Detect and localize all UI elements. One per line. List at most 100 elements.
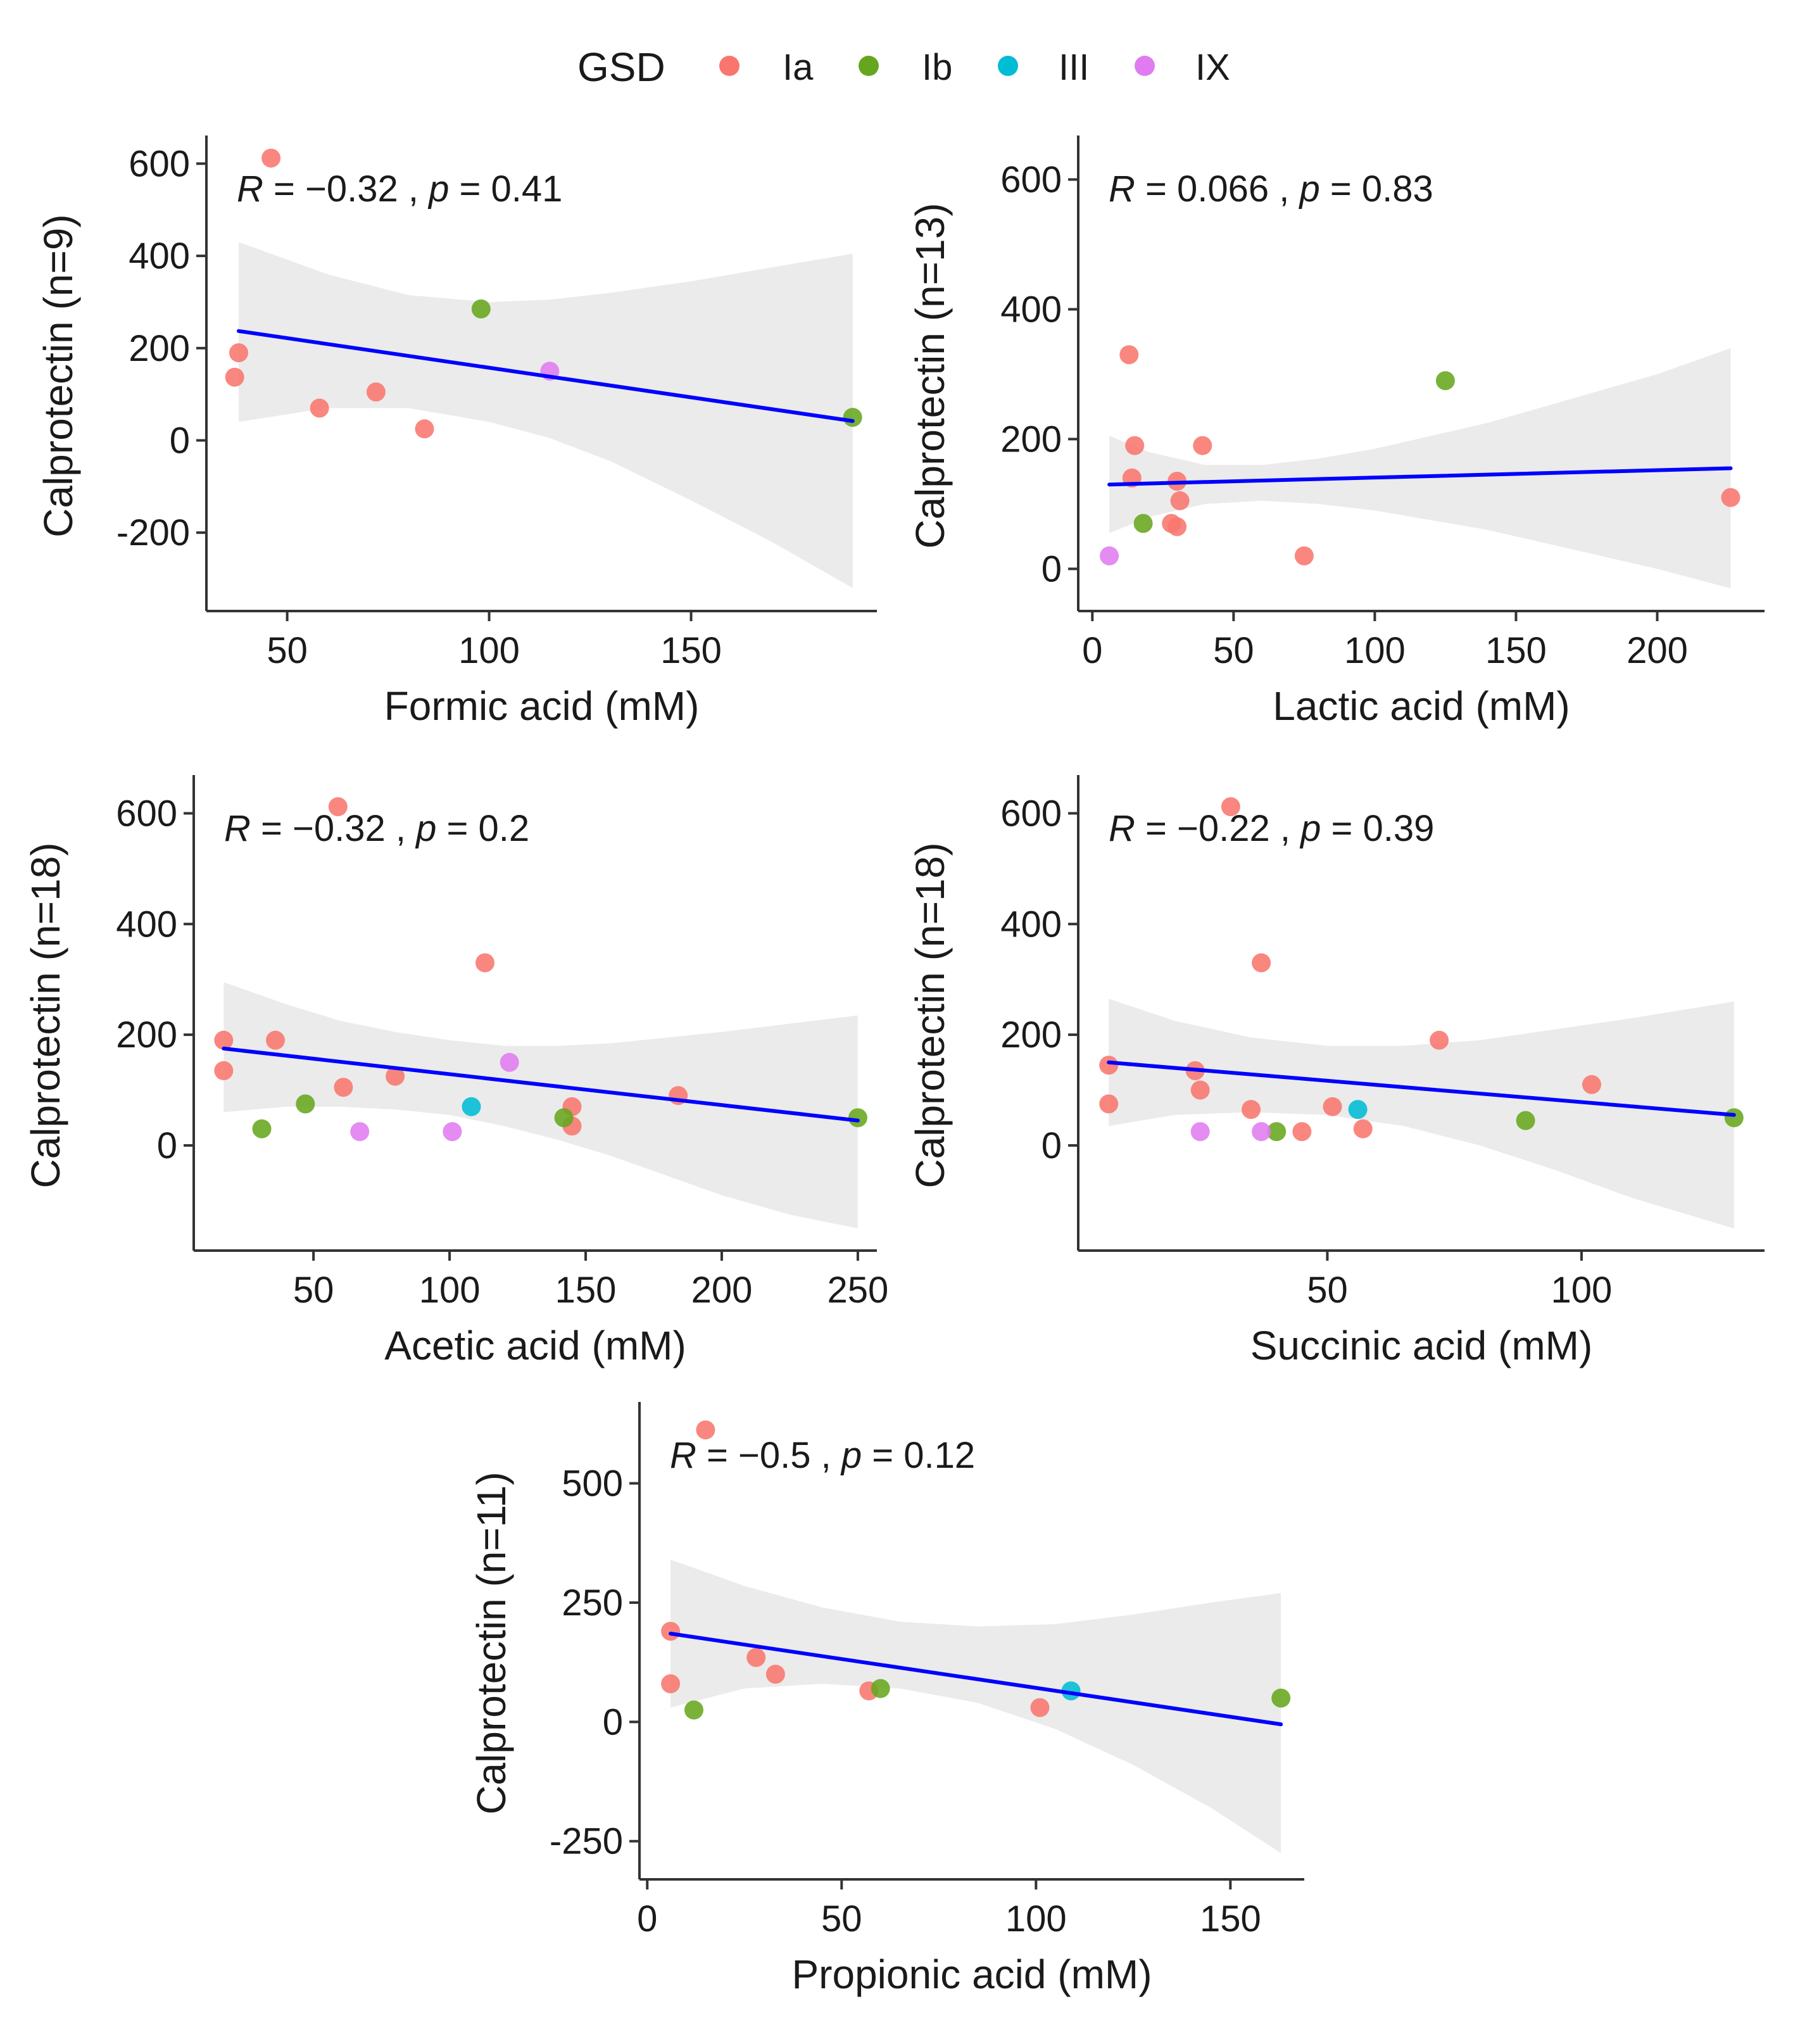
propionic-y-tick-label: 0 xyxy=(603,1701,623,1743)
succinic-x-tick-label: 100 xyxy=(1551,1270,1613,1311)
lactic-y-tick-label: 600 xyxy=(1000,159,1062,200)
succinic-fit-line xyxy=(1107,1060,1736,1117)
lactic-x-tick-label: 0 xyxy=(1082,630,1102,671)
formic-point-ia xyxy=(261,148,281,168)
lactic-point-ia xyxy=(1167,517,1187,536)
propionic-point-ia xyxy=(1030,1698,1050,1717)
succinic-point-ia xyxy=(1582,1075,1601,1094)
legend-title: GSD xyxy=(577,44,665,90)
panel-acetic: 50 100 150 200 250 600 400 200 0 Acetic acid (mM)… xyxy=(23,775,888,1368)
lactic-point-ia xyxy=(1193,436,1212,455)
acetic-stat-R: R xyxy=(224,808,251,849)
acetic-point-iii xyxy=(462,1097,481,1116)
succinic-point-ia xyxy=(1430,1030,1449,1050)
formic-stat-P: p xyxy=(427,168,449,210)
propionic-stat-R: R xyxy=(670,1435,696,1476)
lactic-point-ix xyxy=(1100,546,1119,565)
acetic-fit-line xyxy=(222,1046,860,1123)
acetic-stat-annotation: R = −0.32 , p = 0.2 xyxy=(224,808,529,849)
acetic-point-ia xyxy=(386,1066,405,1086)
formic-point-ib xyxy=(471,299,491,319)
propionic-x-axis-title: Propionic acid (mM) xyxy=(791,1952,1152,1997)
legend-label-ia: Ia xyxy=(783,47,814,88)
formic-y-tick-label: 600 xyxy=(129,143,190,184)
succinic-y-tick-label: 400 xyxy=(1000,904,1062,945)
formic-y-axis-title: Calprotectin (n=9) xyxy=(35,214,81,537)
acetic-y-tick-label: 600 xyxy=(116,793,177,834)
acetic-y-tick-label: 400 xyxy=(116,904,177,945)
propionic-x-tick-label: 100 xyxy=(1005,1898,1067,1940)
propionic-fit-line xyxy=(669,1631,1283,1727)
formic-stat-p-text: = 0.41 xyxy=(449,168,562,210)
lactic-point-ia xyxy=(1119,345,1139,365)
succinic-point-iii xyxy=(1348,1100,1368,1120)
acetic-x-axis-title: Acetic acid (mM) xyxy=(384,1323,686,1368)
lactic-point-ia xyxy=(1170,491,1190,510)
succinic-stat-p-text: = 0.39 xyxy=(1321,808,1434,849)
propionic-x-tick-label: 0 xyxy=(637,1898,657,1940)
acetic-y-tick-label: 0 xyxy=(157,1125,177,1166)
lactic-point-ia xyxy=(1721,488,1740,507)
acetic-point-ia xyxy=(328,797,348,816)
formic-point-ia xyxy=(415,419,434,439)
succinic-point-ib xyxy=(1267,1122,1287,1142)
acetic-point-ia xyxy=(475,953,494,973)
formic-y-tick-label: 200 xyxy=(129,328,190,369)
lactic-point-ib xyxy=(1133,514,1153,533)
succinic-stat-P: p xyxy=(1299,808,1321,849)
succinic-y-tick-label: 0 xyxy=(1042,1125,1062,1166)
acetic-point-ia xyxy=(334,1078,353,1097)
acetic-point-ib xyxy=(296,1094,315,1114)
legend-marker-ia xyxy=(719,56,740,76)
succinic-point-ib xyxy=(1516,1111,1535,1130)
lactic-confidence-band xyxy=(1109,348,1731,589)
lactic-stat-p-text: = 0.83 xyxy=(1320,168,1433,210)
formic-point-ia xyxy=(229,343,248,363)
legend-marker-ix xyxy=(1135,56,1155,76)
propionic-stat-r-text: = −0.5 , xyxy=(696,1435,841,1476)
acetic-point-ia xyxy=(214,1030,234,1050)
lactic-stat-r-text: = 0.066 , xyxy=(1135,168,1300,210)
legend-marker-ib xyxy=(859,56,879,76)
propionic-confidence-band xyxy=(670,1560,1281,1853)
acetic-x-tick-label: 100 xyxy=(419,1270,481,1311)
succinic-point-ia xyxy=(1099,1094,1119,1114)
propionic-point-ia xyxy=(746,1648,766,1667)
lactic-y-tick-label: 200 xyxy=(1000,419,1062,460)
lactic-x-tick-label: 50 xyxy=(1213,630,1254,671)
succinic-stat-r-text: = −0.22 , xyxy=(1135,808,1300,849)
acetic-stat-P: p xyxy=(415,808,436,849)
succinic-point-ia xyxy=(1242,1100,1261,1120)
legend: GSD Ia Ib III IX xyxy=(577,44,1230,90)
propionic-y-tick-label: 250 xyxy=(562,1582,623,1624)
formic-x-axis-title: Formic acid (mM) xyxy=(384,683,700,729)
formic-point-ia xyxy=(310,398,329,418)
acetic-x-tick-label: 250 xyxy=(828,1270,889,1311)
propionic-stat-annotation: R = −0.5 , p = 0.12 xyxy=(670,1435,975,1476)
legend-label-iii: III xyxy=(1059,47,1089,88)
acetic-confidence-band xyxy=(223,982,858,1228)
lactic-fit-line xyxy=(1107,466,1733,487)
propionic-x-tick-label: 50 xyxy=(821,1898,862,1940)
lactic-x-axis-title: Lactic acid (mM) xyxy=(1273,683,1570,729)
acetic-x-tick-label: 200 xyxy=(691,1270,753,1311)
formic-stat-R: R xyxy=(237,168,263,210)
propionic-stat-p-text: = 0.12 xyxy=(862,1435,975,1476)
lactic-y-tick-label: 0 xyxy=(1042,548,1062,590)
formic-y-tick-label: -200 xyxy=(116,512,190,553)
formic-y-tick-label: 400 xyxy=(129,236,190,277)
propionic-point-ia xyxy=(696,1420,715,1440)
succinic-point-ia xyxy=(1190,1080,1210,1100)
acetic-point-ib xyxy=(252,1119,272,1139)
legend-marker-iii xyxy=(998,56,1018,76)
panel-propionic: 0 50 100 150 500 250 0 -250 Propionic acid (mM) C… xyxy=(469,1402,1304,1997)
formic-point-ia xyxy=(225,367,244,387)
formic-stat-annotation: R = −0.32 , p = 0.41 xyxy=(237,168,562,210)
panel-lactic: 0 50 100 150 200 600 400 200 0 Lactic acid (mM) Ca… xyxy=(907,136,1765,729)
lactic-y-axis-title: Calprotectin (n=13) xyxy=(907,203,953,548)
propionic-point-ib xyxy=(684,1700,703,1720)
propionic-point-ia xyxy=(765,1665,785,1684)
propionic-y-axis-title: Calprotectin (n=11) xyxy=(469,1472,514,1814)
propionic-point-ib xyxy=(1271,1688,1291,1708)
